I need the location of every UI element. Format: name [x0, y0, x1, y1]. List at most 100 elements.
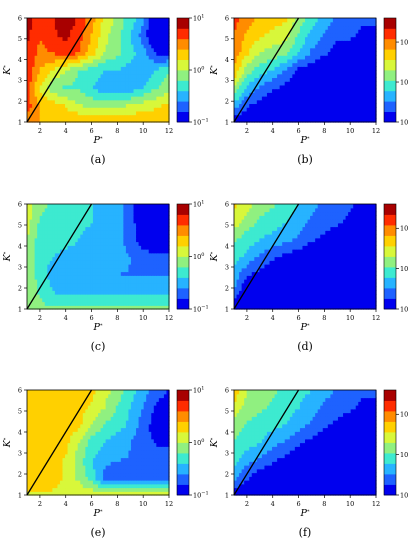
heatmap-cell: [44, 32, 48, 38]
heatmap-cell: [125, 55, 130, 60]
heatmap-cell: [161, 88, 165, 93]
heatmap-cell: [368, 51, 372, 56]
heatmap-cell: [32, 99, 36, 105]
heatmap-cell: [284, 99, 288, 105]
heatmap-cell: [272, 84, 276, 90]
heatmap-cell: [297, 110, 301, 116]
heatmap-cell: [153, 107, 157, 112]
heatmap-cell: [72, 99, 76, 105]
heatmap-cell: [282, 84, 286, 90]
heatmap-cell: [355, 84, 359, 90]
heatmap-cell: [32, 29, 36, 34]
heatmap-cell: [156, 77, 160, 82]
heatmap-cell: [299, 62, 304, 67]
heatmap-cell: [325, 32, 329, 38]
heatmap-cell: [317, 103, 321, 108]
heatmap-cell: [54, 47, 59, 53]
heatmap-cell: [103, 282, 107, 288]
heatmap-cell: [241, 21, 245, 27]
heatmap-cell: [82, 282, 86, 288]
heatmap-cell: [158, 70, 162, 75]
heatmap-cell: [146, 66, 150, 71]
heatmap-cell: [115, 282, 119, 288]
heatmap-cell: [146, 230, 150, 235]
heatmap-cell: [65, 275, 69, 280]
heatmap-cell: [138, 230, 142, 235]
heatmap-cell: [259, 18, 263, 23]
heatmap-cell: [332, 114, 337, 119]
heatmap-field: [27, 18, 170, 123]
heatmap-cell: [161, 99, 165, 105]
heatmap-cell: [151, 222, 155, 228]
heatmap-cell: [115, 237, 119, 243]
heatmap-cell: [44, 234, 48, 239]
heatmap-cell: [317, 40, 321, 45]
heatmap-cell: [54, 96, 59, 101]
heatmap-cell: [113, 21, 117, 27]
heatmap-cell: [92, 226, 97, 231]
heatmap-cell: [234, 84, 238, 90]
heatmap-cell: [294, 40, 298, 45]
heatmap-cell: [141, 297, 145, 303]
heatmap-cell: [282, 81, 286, 86]
heatmap-cell: [115, 62, 119, 67]
heatmap-cell: [34, 286, 38, 291]
heatmap-cell: [52, 260, 56, 265]
heatmap-cell: [370, 55, 375, 60]
heatmap-cell: [42, 204, 46, 209]
heatmap-cell: [317, 77, 321, 82]
heatmap-cell: [340, 32, 344, 38]
heatmap-cell: [34, 282, 38, 288]
heatmap-cell: [77, 70, 81, 75]
heatmap-cell: [138, 267, 142, 273]
heatmap-cell: [130, 44, 135, 49]
x-tick-label: 10: [346, 127, 354, 135]
heatmap-cell: [123, 241, 127, 246]
heatmap-cell: [256, 32, 260, 38]
heatmap-cell: [163, 107, 168, 112]
heatmap-cell: [320, 99, 324, 105]
heatmap-cell: [289, 88, 293, 93]
heatmap-cell: [100, 29, 104, 34]
heatmap-cell: [47, 305, 51, 310]
heatmap-cell: [54, 110, 59, 116]
heatmap-cell: [269, 73, 273, 79]
heatmap-cell: [32, 84, 36, 90]
heatmap-cell: [365, 73, 369, 79]
heatmap-cell: [138, 286, 142, 291]
heatmap-cell: [153, 219, 157, 224]
heatmap-cell: [330, 96, 334, 101]
heatmap-cell: [54, 256, 59, 261]
heatmap-cell: [59, 21, 64, 27]
heatmap-cell: [95, 110, 99, 116]
heatmap-cell: [148, 73, 152, 79]
heatmap-cell: [47, 73, 51, 79]
heatmap-cell: [325, 77, 329, 82]
heatmap-cell: [317, 32, 321, 38]
heatmap-cell: [120, 36, 124, 41]
heatmap-cell: [302, 29, 306, 34]
heatmap-cell: [256, 21, 260, 27]
heatmap-cell: [256, 51, 260, 56]
heatmap-cell: [287, 29, 291, 34]
heatmap-cell: [274, 36, 278, 41]
heatmap-cell: [353, 62, 357, 67]
heatmap-cell: [108, 18, 112, 23]
heatmap-cell: [72, 271, 76, 276]
heatmap-cell: [92, 25, 97, 30]
heatmap-cell: [363, 114, 367, 119]
heatmap-cell: [130, 286, 135, 291]
heatmap-cell: [138, 305, 142, 310]
heatmap-cell: [330, 118, 334, 123]
heatmap-cell: [153, 245, 157, 250]
heatmap-cell: [128, 211, 132, 216]
heatmap-cell: [317, 70, 321, 75]
heatmap-cell: [130, 81, 135, 86]
heatmap-cell: [287, 18, 291, 23]
heatmap-cell: [370, 84, 375, 90]
heatmap-cell: [274, 118, 278, 123]
heatmap-cell: [100, 36, 104, 41]
heatmap-cell: [363, 118, 367, 123]
heatmap-cell: [103, 73, 107, 79]
